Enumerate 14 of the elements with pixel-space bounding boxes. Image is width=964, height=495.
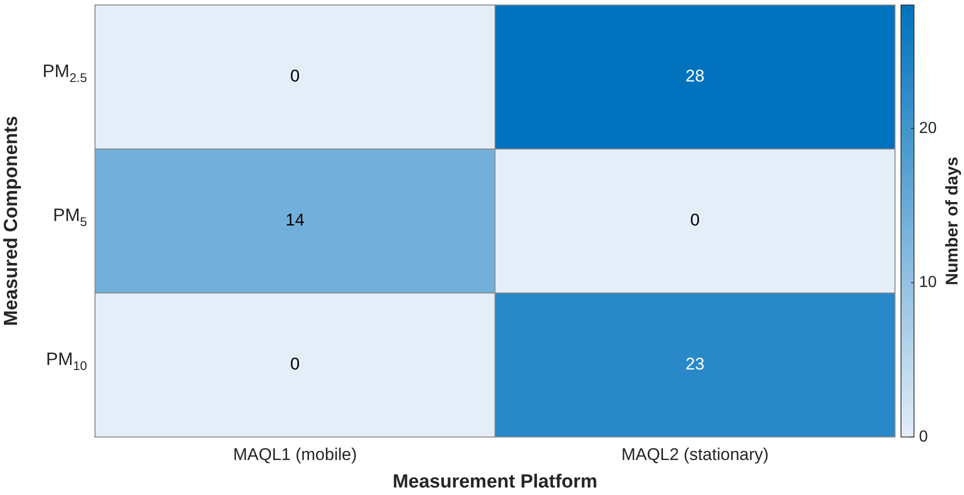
data-label: 14: [286, 210, 304, 230]
color-bar-label: 10: [919, 274, 937, 292]
x-axis-title: Measurement Platform: [392, 472, 598, 493]
x-tick-label: MAQL2 (stationary): [621, 445, 769, 464]
data-label: 0: [290, 66, 300, 86]
color-bar-label: 20: [919, 120, 937, 137]
data-label: 28: [686, 66, 704, 86]
color-bar-label: 0: [919, 428, 928, 446]
data-label: 0: [690, 210, 700, 230]
data-label: 23: [686, 354, 704, 374]
x-tick-label: MAQL1 (mobile): [233, 445, 357, 464]
data-label: 0: [290, 354, 300, 374]
color-bar-title: Number of days: [942, 156, 962, 286]
y-axis-title: Measured Components: [1, 116, 22, 326]
